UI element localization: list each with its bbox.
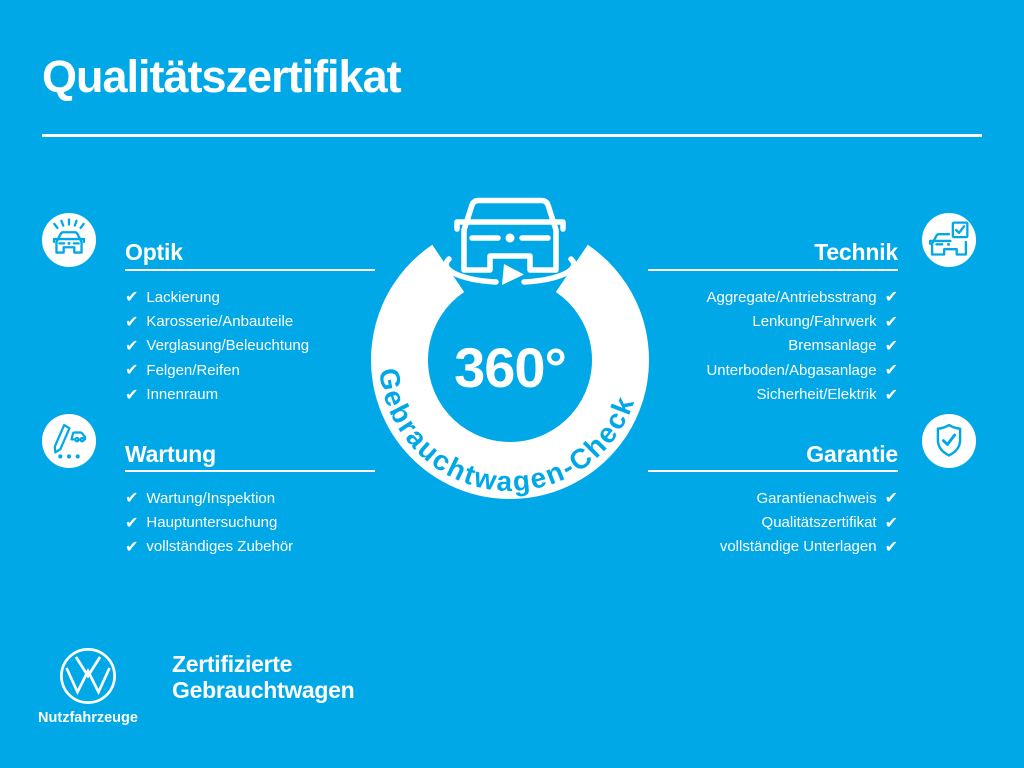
- check-icon: ✔: [125, 360, 139, 380]
- check-icon: ✔: [884, 360, 898, 380]
- checklist-item-label: Garantienachweis: [756, 489, 877, 507]
- checklist-item: Bremsanlage ✔: [548, 334, 898, 358]
- checklist-item: Sicherheit/Elektrik ✔: [548, 383, 898, 407]
- check-icon: ✔: [884, 536, 898, 556]
- section-title-garantie: Garantie: [806, 441, 898, 467]
- check-icon: ✔: [125, 488, 139, 508]
- checklist-item-label: vollständiges Zubehör: [146, 538, 294, 556]
- brand-claim-line2: Gebrauchtwagen: [172, 676, 355, 703]
- service-pen-icon: [41, 413, 97, 469]
- check-icon: ✔: [884, 287, 898, 307]
- check-icon: ✔: [125, 512, 139, 532]
- degrees-label: 360°: [454, 336, 566, 399]
- section-title-optik: Optik: [125, 239, 183, 265]
- check-icon: ✔: [125, 287, 139, 307]
- check-icon: ✔: [884, 512, 898, 532]
- logo-caption: Nutzfahrzeuge: [38, 710, 138, 726]
- checklist-item-label: Wartung/Inspektion: [146, 489, 276, 507]
- checklist-item-label: Aggregate/Antriebsstrang: [706, 288, 877, 306]
- vw-logo: [58, 646, 118, 706]
- checklist-item: ✔ Wartung/Inspektion: [125, 486, 293, 510]
- checklist-item-label: Verglasung/Beleuchtung: [146, 337, 310, 355]
- brand-claim: Zertifizierte Gebrauchtwagen: [172, 651, 355, 703]
- optik-checklist: ✔ Lackierung ✔ Karosserie/Anbauteile ✔ Verg…: [125, 285, 309, 407]
- checklist-item-label: Hauptuntersuchung: [146, 514, 278, 532]
- technik-checklist: Aggregate/Antriebsstrang ✔ Lenkung/Fahrwe…: [548, 285, 898, 407]
- title-divider: [42, 134, 982, 137]
- checklist-item: ✔ Karosserie/Anbauteile: [125, 309, 309, 333]
- checklist-item: Aggregate/Antriebsstrang ✔: [548, 285, 898, 309]
- checklist-item: ✔ vollständiges Zubehör: [125, 535, 293, 559]
- checklist-item: ✔ Felgen/Reifen: [125, 358, 309, 382]
- section-divider-garantie: [648, 470, 898, 472]
- section-divider-technik: [648, 269, 898, 271]
- check-icon: ✔: [884, 384, 898, 404]
- checklist-item-label: Karosserie/Anbauteile: [146, 313, 294, 331]
- check-icon: ✔: [125, 311, 139, 331]
- checklist-item: ✔ Innenraum: [125, 383, 309, 407]
- checklist-item: ✔ Hauptuntersuchung: [125, 510, 293, 534]
- section-divider-optik: [125, 269, 375, 271]
- car-check-icon: [921, 212, 977, 268]
- check-icon: ✔: [125, 384, 139, 404]
- page-title: Qualitätszertifikat: [42, 51, 402, 102]
- car-360-rotation-icon: [443, 197, 577, 285]
- check-icon: ✔: [884, 311, 898, 331]
- checklist-item-label: Unterboden/Abgasanlage: [706, 361, 877, 379]
- checklist-item-label: Innenraum: [146, 386, 219, 404]
- checklist-item: Qualitätszertifikat ✔: [548, 510, 898, 534]
- checklist-item-label: Sicherheit/Elektrik: [756, 386, 877, 404]
- checklist-item: Lenkung/Fahrwerk ✔: [548, 309, 898, 333]
- garantie-checklist: Garantienachweis ✔ Qualitätszertifikat ✔ v…: [548, 486, 898, 559]
- checklist-item-label: Bremsanlage: [788, 337, 877, 355]
- checklist-item: Unterboden/Abgasanlage ✔: [548, 358, 898, 382]
- check-icon: ✔: [125, 335, 139, 355]
- check-icon: ✔: [884, 488, 898, 508]
- checklist-item: ✔ Verglasung/Beleuchtung: [125, 334, 309, 358]
- checklist-item-label: Lenkung/Fahrwerk: [752, 313, 877, 331]
- rotation-arrowhead: [502, 264, 524, 285]
- checklist-item-label: Qualitätszertifikat: [761, 514, 877, 532]
- section-divider-wartung: [125, 470, 375, 472]
- check-icon: ✔: [884, 335, 898, 355]
- car-shine-icon: [41, 212, 97, 268]
- shield-check-icon: [921, 413, 977, 469]
- checklist-item: ✔ Lackierung: [125, 285, 309, 309]
- center-360-badge: Gebrauchtwagen-Check 360°: [358, 180, 662, 507]
- brand-claim-line1: Zertifizierte: [172, 651, 293, 677]
- ring-arc: [371, 244, 649, 499]
- section-title-technik: Technik: [814, 239, 898, 265]
- checklist-item-label: Felgen/Reifen: [146, 361, 240, 379]
- checklist-item: Garantienachweis ✔: [548, 486, 898, 510]
- checklist-item-label: vollständige Unterlagen: [719, 538, 877, 556]
- wartung-checklist: ✔ Wartung/Inspektion ✔ Hauptuntersuchung ✔…: [125, 486, 293, 559]
- check-icon: ✔: [125, 536, 139, 556]
- section-title-wartung: Wartung: [125, 441, 217, 467]
- checklist-item: vollständige Unterlagen ✔: [548, 535, 898, 559]
- checklist-item-label: Lackierung: [146, 288, 220, 306]
